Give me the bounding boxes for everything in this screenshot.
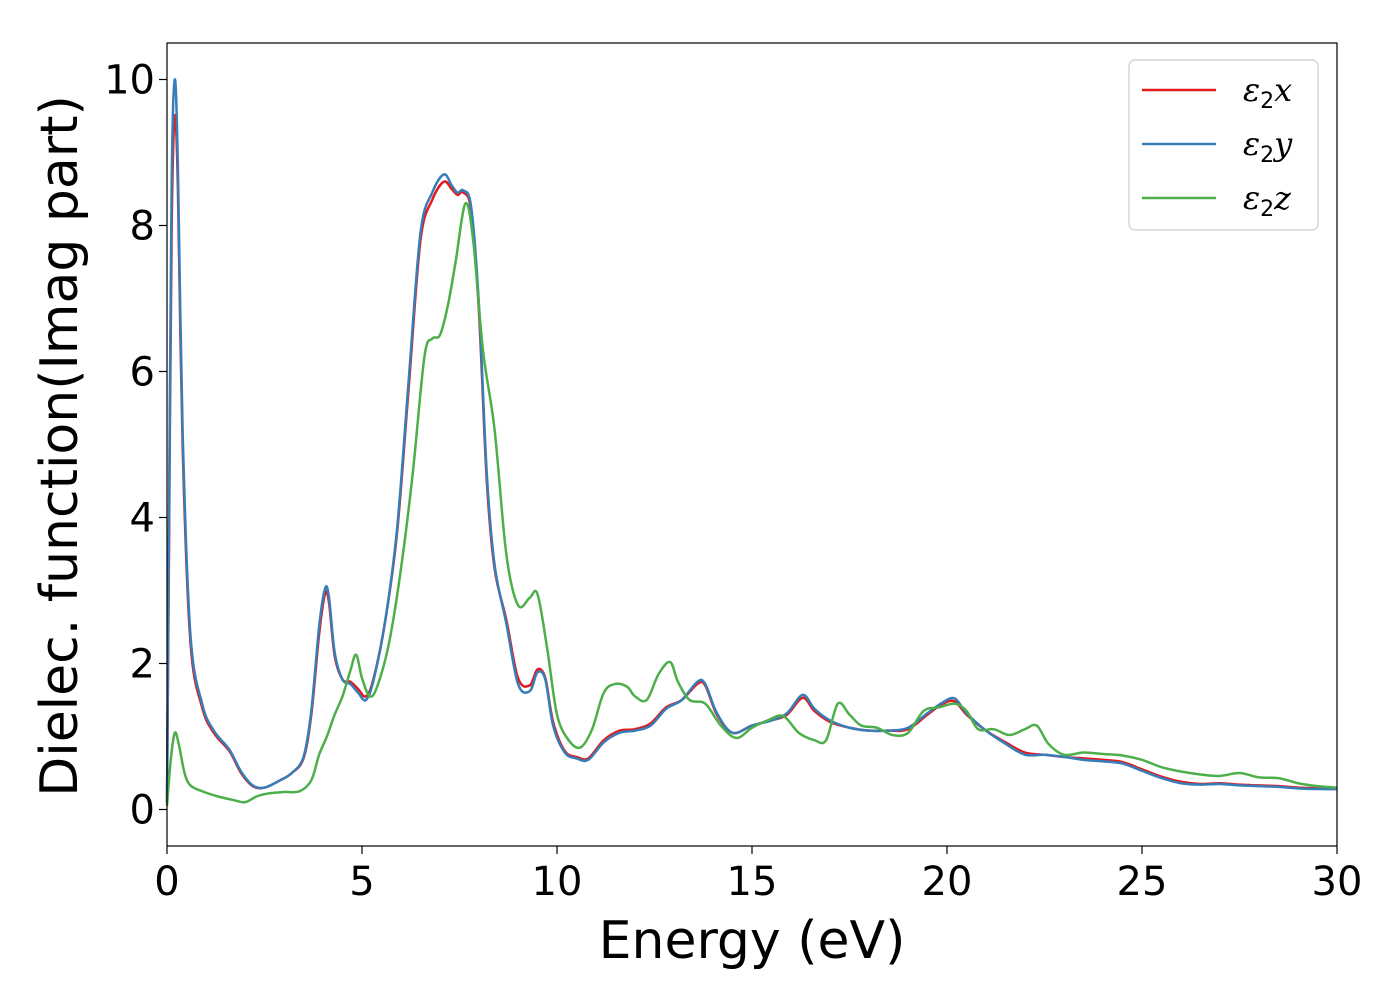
legend-label-y: ε2y bbox=[1243, 125, 1293, 168]
legend: ε2x ε2y ε2z bbox=[1128, 59, 1319, 231]
y-tick-label: 0 bbox=[130, 788, 155, 834]
series-line-z bbox=[165, 201, 1338, 806]
series-layer bbox=[165, 78, 1338, 806]
x-tick-label: 15 bbox=[727, 859, 778, 905]
x-axis-ticks: 0 5 10 15 20 25 30 bbox=[154, 846, 1362, 905]
y-axis-ticks: 0 2 4 6 8 10 bbox=[104, 58, 167, 834]
x-axis-label: Energy (eV) bbox=[599, 911, 906, 971]
x-tick-label: 25 bbox=[1117, 859, 1168, 905]
x-tick-label: 0 bbox=[154, 859, 179, 905]
x-tick-label: 5 bbox=[349, 859, 374, 905]
y-tick-label: 10 bbox=[104, 58, 155, 104]
y-tick-label: 8 bbox=[130, 204, 155, 250]
y-tick-label: 6 bbox=[130, 350, 155, 396]
legend-box bbox=[1128, 59, 1319, 231]
x-tick-label: 10 bbox=[532, 859, 583, 905]
y-axis-label: Dielec. function(Imag part) bbox=[30, 95, 90, 797]
y-tick-label: 2 bbox=[130, 642, 155, 688]
x-tick-label: 20 bbox=[922, 859, 973, 905]
series-line-y bbox=[165, 78, 1338, 803]
legend-label-x: ε2x bbox=[1243, 71, 1292, 114]
y-tick-label: 4 bbox=[130, 496, 155, 542]
legend-label-z: ε2z bbox=[1243, 179, 1292, 222]
x-tick-label: 30 bbox=[1312, 859, 1363, 905]
